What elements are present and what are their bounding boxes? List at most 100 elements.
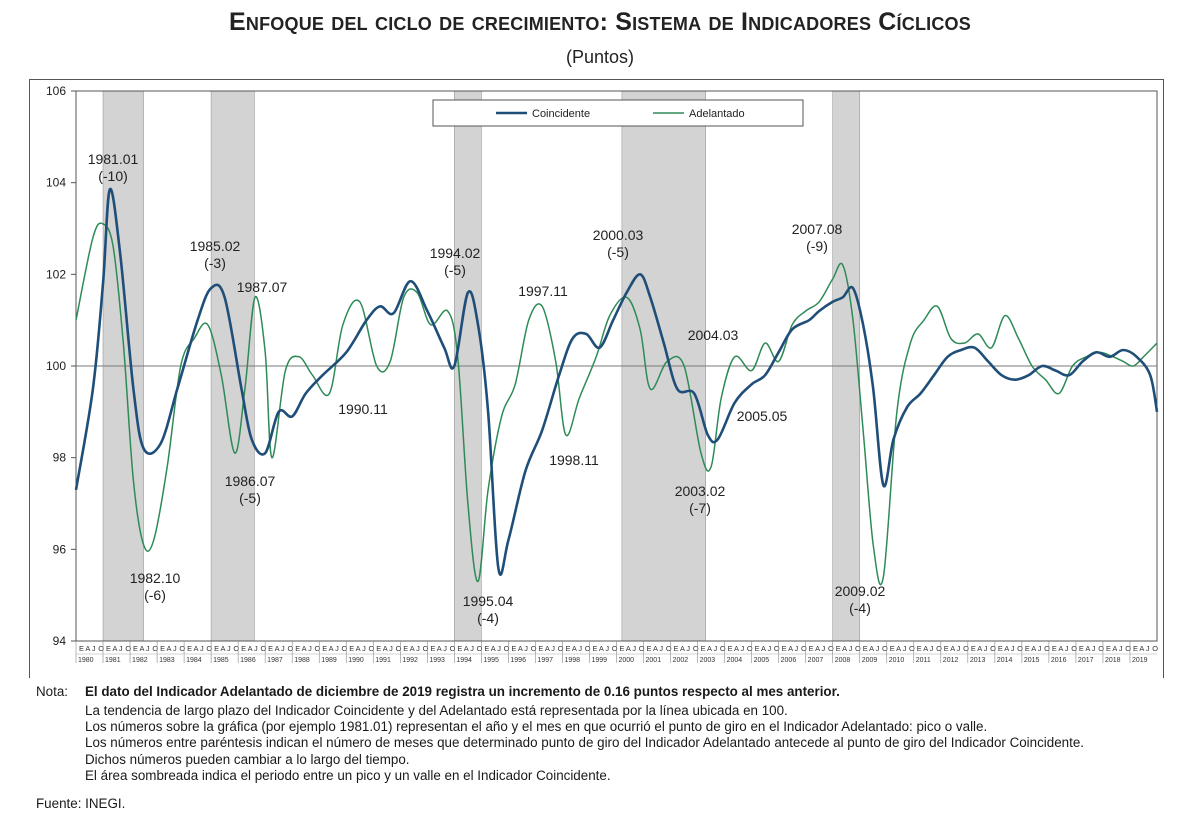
turning-point-label: 2004.03	[688, 327, 739, 343]
turning-point-label: 1987.07	[237, 279, 288, 295]
month-tick-label: J	[1146, 644, 1150, 653]
turning-point-label: 1982.10	[130, 570, 181, 586]
month-tick-label: O	[936, 644, 942, 653]
month-tick-label: J	[984, 644, 988, 653]
outer-frame	[29, 79, 1164, 678]
month-tick-label: O	[855, 644, 861, 653]
month-tick-label: O	[747, 644, 753, 653]
month-tick-label: A	[248, 644, 253, 653]
month-tick-label: E	[674, 644, 679, 653]
month-tick-label: A	[167, 644, 172, 653]
month-tick-label: E	[917, 644, 922, 653]
y-tick-label: 98	[53, 451, 67, 465]
month-tick-label: O	[963, 644, 969, 653]
month-tick-label: A	[437, 644, 442, 653]
month-tick-label: A	[1112, 644, 1117, 653]
year-tick-label: 1982	[132, 657, 148, 664]
month-tick-label: O	[1071, 644, 1077, 653]
month-tick-label: E	[565, 644, 570, 653]
month-tick-label: J	[822, 644, 826, 653]
month-tick-label: A	[869, 644, 874, 653]
year-tick-label: 1985	[213, 657, 229, 664]
month-tick-label: J	[903, 644, 907, 653]
year-tick-label: 2018	[1105, 657, 1121, 664]
month-tick-label: A	[707, 644, 712, 653]
month-tick-label: E	[728, 644, 733, 653]
note-line: El área sombreada indica el periodo entr…	[85, 767, 611, 783]
month-tick-label: E	[295, 644, 300, 653]
month-tick-label: J	[443, 644, 447, 653]
month-tick-label: E	[809, 644, 814, 653]
month-tick-label: E	[1079, 644, 1084, 653]
month-tick-label: A	[356, 644, 361, 653]
month-tick-label: J	[795, 644, 799, 653]
month-tick-label: E	[133, 644, 138, 653]
month-tick-label: O	[828, 644, 834, 653]
year-tick-label: 1987	[267, 657, 283, 664]
year-tick-label: 2003	[700, 657, 716, 664]
month-tick-label: E	[187, 644, 192, 653]
month-tick-label: A	[491, 644, 496, 653]
month-tick-label: A	[275, 644, 280, 653]
turning-point-label: 1997.11	[518, 283, 568, 299]
month-tick-label: E	[863, 644, 868, 653]
turning-point-label: 1990.11	[338, 401, 388, 417]
month-tick-label: A	[545, 644, 550, 653]
month-tick-label: A	[1058, 644, 1063, 653]
month-tick-label: J	[876, 644, 880, 653]
month-tick-label: O	[504, 644, 510, 653]
turning-point-lead: (-4)	[477, 610, 499, 626]
legend: Coincidente Adelantado	[432, 99, 804, 127]
turning-point-label: 2005.05	[737, 408, 788, 424]
year-tick-label: 1989	[321, 657, 337, 664]
month-tick-label: A	[1004, 644, 1009, 653]
month-tick-label: A	[761, 644, 766, 653]
month-tick-label: O	[531, 644, 537, 653]
source-note: Fuente: INEGI.	[36, 796, 126, 811]
month-tick-label: J	[740, 644, 744, 653]
month-tick-label: O	[1152, 644, 1158, 653]
month-tick-label: E	[592, 644, 597, 653]
month-tick-label: J	[1092, 644, 1096, 653]
month-tick-label: E	[538, 644, 543, 653]
month-tick-label: A	[815, 644, 820, 653]
month-tick-label: O	[909, 644, 915, 653]
legend-label-adelantado: Adelantado	[689, 108, 745, 120]
month-tick-label: A	[464, 644, 469, 653]
turning-point-label: 1994.02	[430, 245, 481, 261]
year-tick-label: 1983	[159, 657, 175, 664]
turning-point-lead: (-5)	[239, 490, 261, 506]
note-line: La tendencia de largo plazo del Indicado…	[85, 703, 788, 718]
year-tick-label: 2016	[1051, 657, 1067, 664]
month-tick-label: O	[1125, 644, 1131, 653]
month-tick-label: E	[511, 644, 516, 653]
month-tick-label: E	[106, 644, 111, 653]
year-tick-label: 2005	[754, 657, 770, 664]
month-tick-label: O	[98, 644, 104, 653]
month-tick-label: E	[403, 644, 408, 653]
notes-block: Nota: El dato del Indicador Adelantado d…	[36, 684, 1186, 784]
month-tick-label: J	[1119, 644, 1123, 653]
turning-point-label: 2009.02	[835, 583, 886, 599]
year-tick-label: 1998	[564, 657, 580, 664]
chart-title: Enfoque del ciclo de crecimiento: Sistem…	[229, 8, 971, 36]
month-tick-label: J	[1011, 644, 1015, 653]
note-line: Dichos números pueden cambiar a lo largo…	[85, 751, 410, 767]
month-tick-label: A	[950, 644, 955, 653]
month-tick-label: A	[1139, 644, 1144, 653]
month-tick-label: E	[944, 644, 949, 653]
month-tick-label: J	[308, 644, 312, 653]
year-tick-label: 2014	[997, 657, 1013, 664]
year-tick-label: 2007	[808, 657, 824, 664]
y-tick-label: 96	[53, 542, 67, 556]
series-lines	[74, 187, 1159, 586]
year-tick-label: 2010	[889, 657, 905, 664]
month-tick-label: A	[626, 644, 631, 653]
month-tick-label: E	[484, 644, 489, 653]
turning-point-label: 1986.07	[225, 473, 276, 489]
month-tick-label: O	[720, 644, 726, 653]
turning-point-label: 1998.11	[549, 452, 599, 468]
month-tick-label: J	[605, 644, 609, 653]
month-tick-label: J	[470, 644, 474, 653]
month-tick-label: E	[457, 644, 462, 653]
